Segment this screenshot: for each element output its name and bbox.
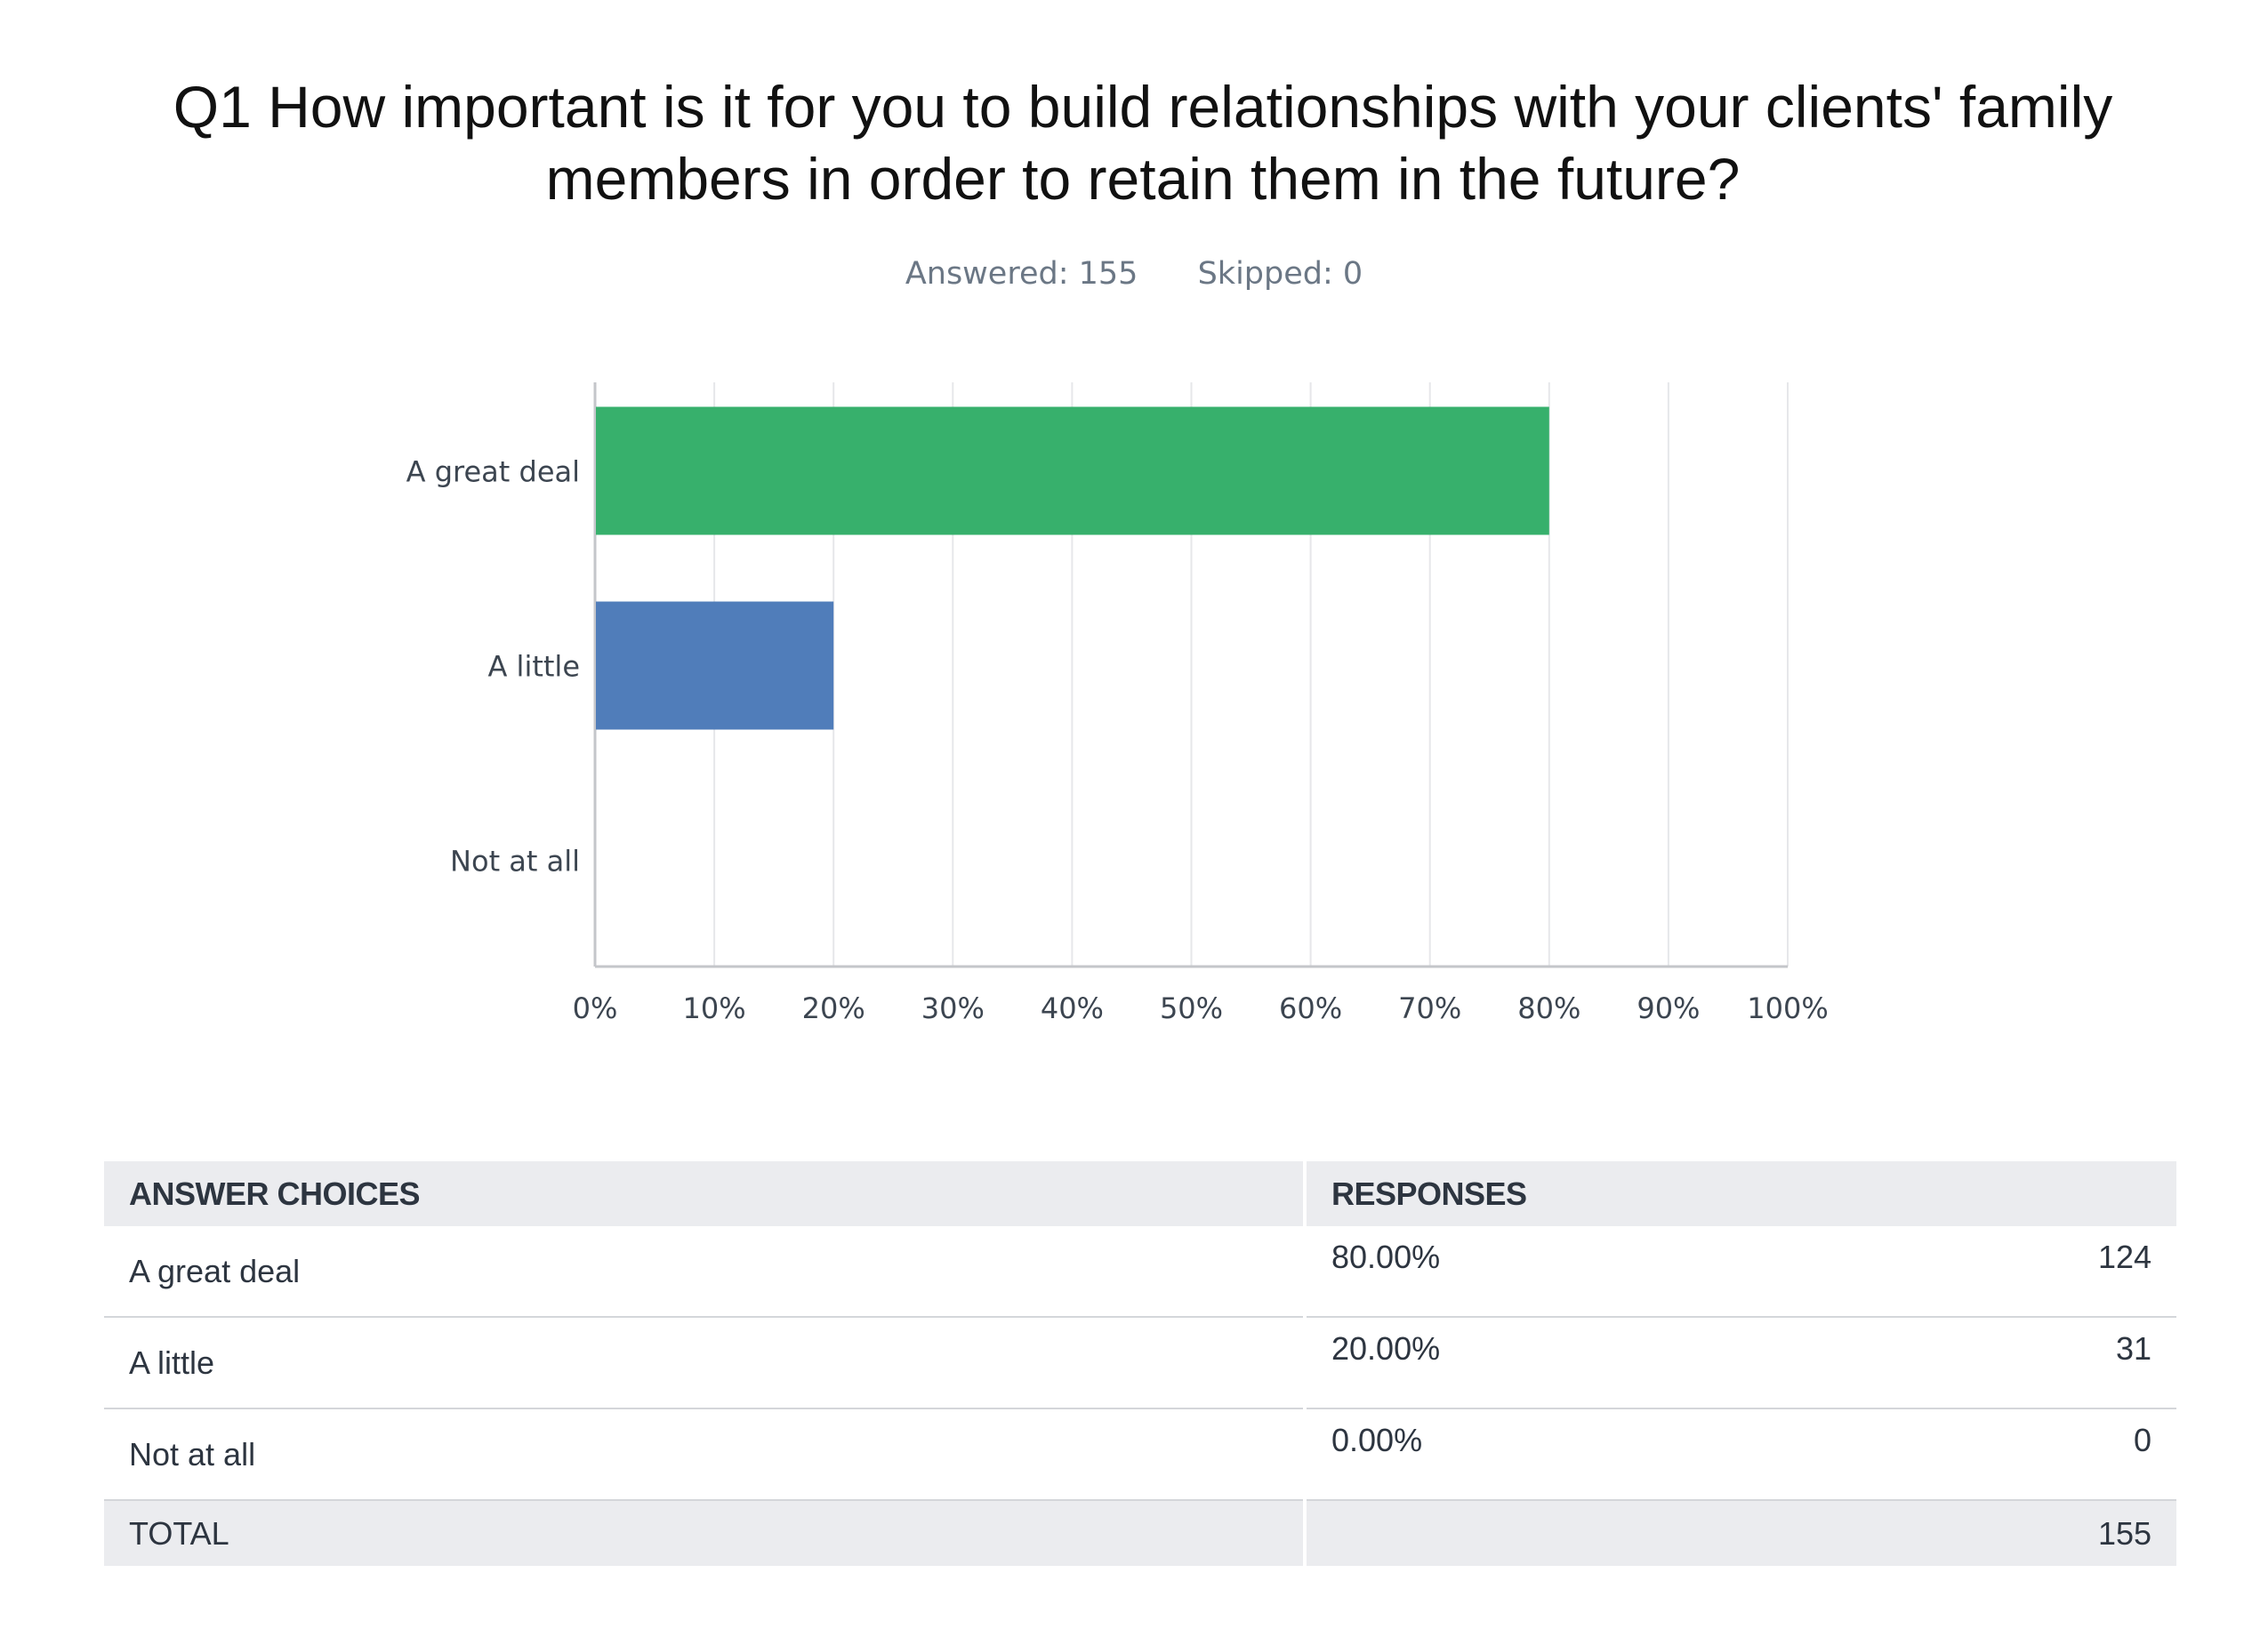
table-row: A great deal 80.00% 124: [104, 1226, 2177, 1318]
x-tick-label: 20%: [802, 991, 865, 1025]
x-tick-label: 80%: [1517, 991, 1580, 1025]
table-header-row: ANSWER CHOICES RESPONSES: [104, 1161, 2177, 1226]
count-cell: 0: [1741, 1408, 2177, 1501]
answered-count: Answered: 155: [905, 256, 1138, 292]
choice-cell: A great deal: [104, 1226, 1307, 1318]
category-label: Not at all: [450, 845, 580, 879]
bar-chart: 0% 10% 20% 30% 40% 50% 60% 70% 80% 90% 100% A great…: [406, 382, 1829, 1025]
percent-cell: 0.00%: [1305, 1408, 1741, 1501]
total-label: TOTAL: [104, 1500, 1307, 1566]
total-row: TOTAL 155: [104, 1500, 2177, 1566]
x-tick-label: 100%: [1747, 991, 1828, 1025]
table-row: Not at all 0.00% 0: [104, 1408, 2177, 1501]
table-row: A little 20.00% 31: [104, 1317, 2177, 1409]
response-stats: Answered: 155 Skipped: 0: [0, 256, 2268, 292]
answer-choices-header: ANSWER CHOICES: [104, 1161, 1307, 1226]
x-tick-label: 10%: [683, 991, 746, 1025]
bar: [596, 601, 834, 730]
category-label: A great deal: [406, 455, 580, 489]
percent-cell: 20.00%: [1305, 1317, 1741, 1409]
bar: [596, 406, 1549, 535]
x-tick-label: 40%: [1041, 991, 1104, 1025]
responses-table: ANSWER CHOICES RESPONSES A great deal 80…: [104, 1161, 2177, 1566]
x-tick-label: 60%: [1279, 991, 1342, 1025]
x-tick-label: 30%: [921, 991, 985, 1025]
category-label: A little: [487, 650, 580, 684]
percent-cell: 80.00%: [1305, 1226, 1741, 1318]
total-count: 155: [1741, 1500, 2177, 1566]
count-cell: 31: [1741, 1317, 2177, 1409]
x-tick-label: 90%: [1637, 991, 1700, 1025]
responses-header: RESPONSES: [1305, 1161, 2177, 1226]
x-tick-label: 0%: [573, 991, 618, 1025]
question-title: Q1 How important is it for you to build …: [173, 74, 2113, 212]
count-cell: 124: [1741, 1226, 2177, 1318]
skipped-count: Skipped: 0: [1197, 256, 1363, 292]
choice-cell: Not at all: [104, 1408, 1307, 1501]
choice-cell: A little: [104, 1317, 1307, 1409]
x-tick-label: 70%: [1398, 991, 1461, 1025]
x-tick-label: 50%: [1160, 991, 1223, 1025]
total-spacer: [1305, 1500, 1741, 1566]
